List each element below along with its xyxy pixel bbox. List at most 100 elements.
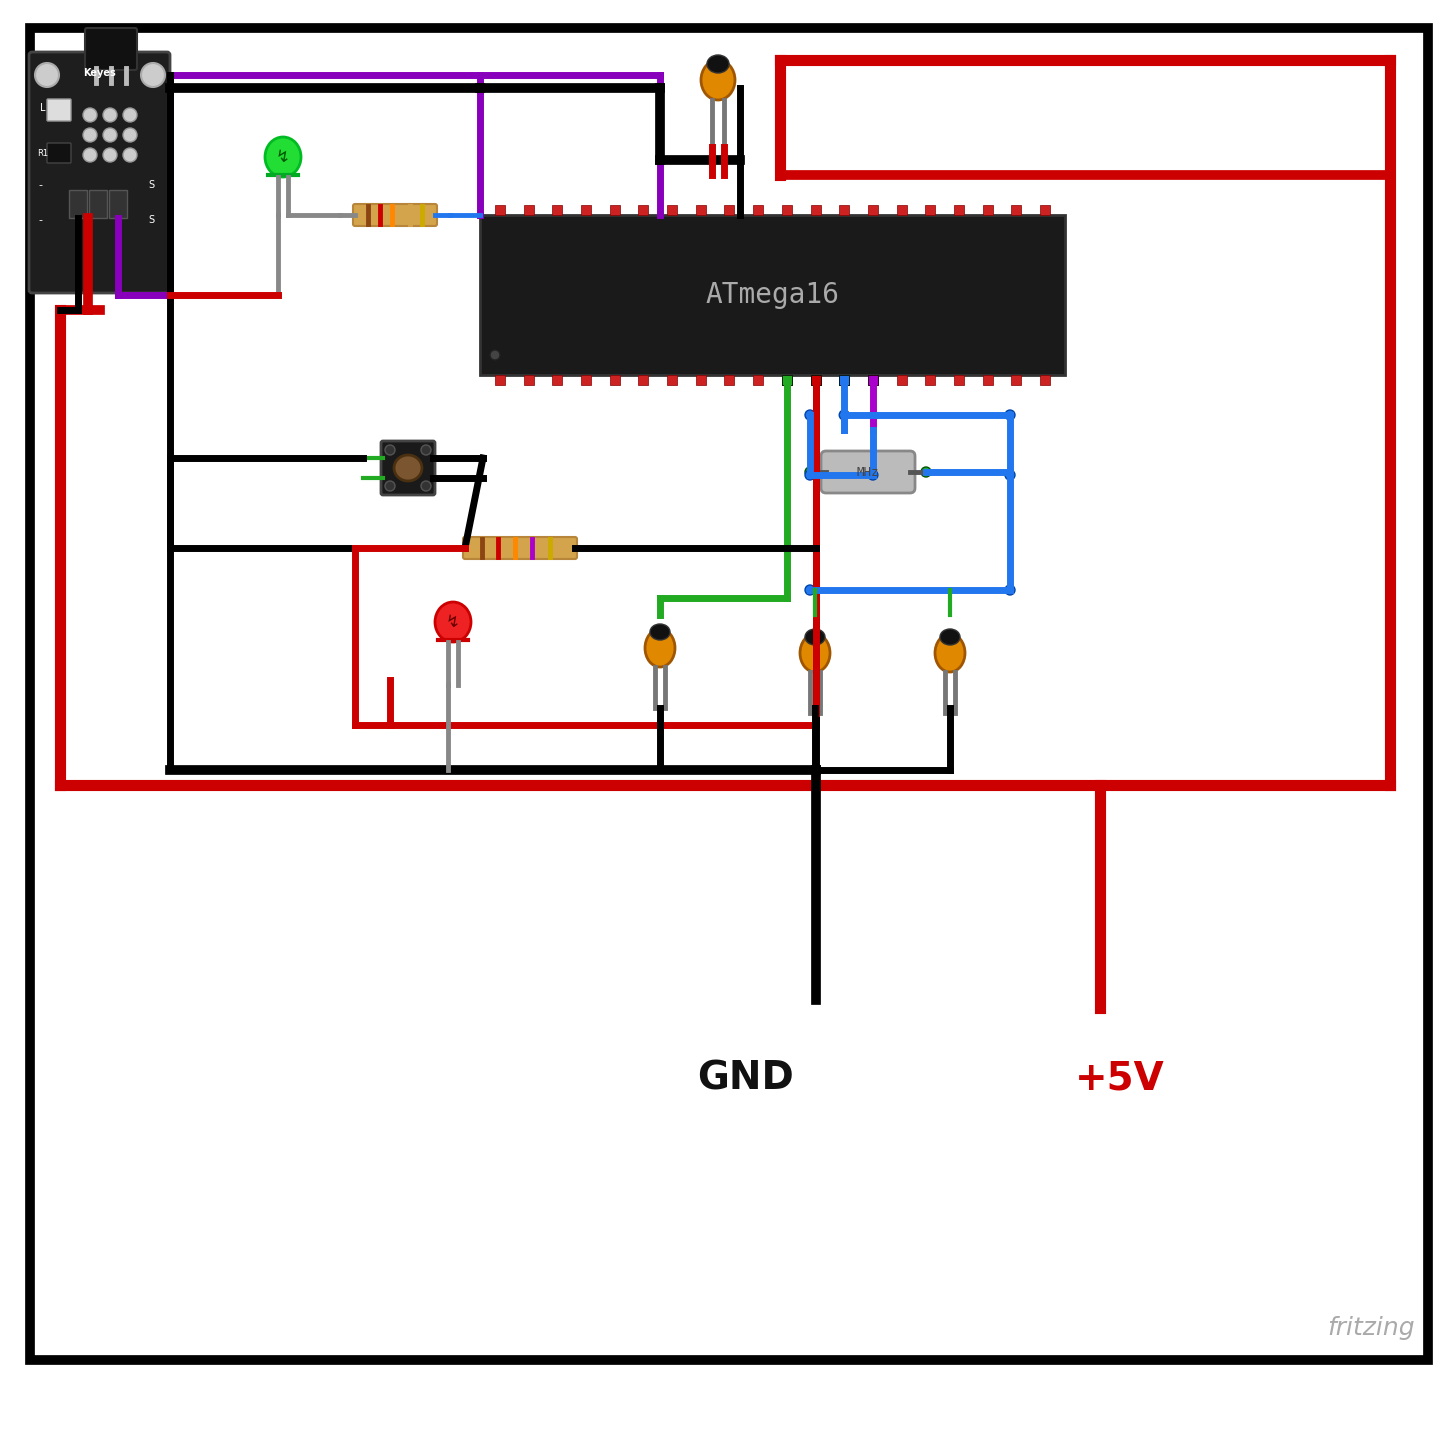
FancyBboxPatch shape: [753, 205, 763, 215]
FancyBboxPatch shape: [696, 205, 706, 215]
Text: S: S: [149, 215, 154, 225]
FancyBboxPatch shape: [925, 375, 935, 385]
FancyBboxPatch shape: [839, 205, 849, 215]
Circle shape: [83, 147, 98, 162]
FancyBboxPatch shape: [610, 205, 620, 215]
FancyBboxPatch shape: [925, 205, 935, 215]
FancyBboxPatch shape: [480, 215, 1064, 375]
FancyBboxPatch shape: [782, 205, 792, 215]
FancyBboxPatch shape: [667, 375, 677, 385]
FancyBboxPatch shape: [897, 375, 907, 385]
FancyBboxPatch shape: [381, 441, 435, 495]
Text: fritzing: fritzing: [1328, 1316, 1415, 1340]
FancyBboxPatch shape: [552, 205, 562, 215]
FancyBboxPatch shape: [811, 375, 821, 385]
Circle shape: [35, 63, 60, 87]
Ellipse shape: [935, 634, 965, 672]
Text: -: -: [38, 180, 42, 190]
Circle shape: [922, 467, 930, 477]
FancyBboxPatch shape: [954, 205, 964, 215]
Circle shape: [421, 481, 431, 491]
FancyBboxPatch shape: [610, 375, 620, 385]
FancyBboxPatch shape: [68, 190, 87, 218]
Ellipse shape: [805, 629, 826, 644]
FancyBboxPatch shape: [47, 143, 71, 163]
FancyBboxPatch shape: [839, 375, 849, 385]
FancyBboxPatch shape: [725, 205, 734, 215]
Text: +5V: +5V: [1075, 1060, 1165, 1098]
FancyBboxPatch shape: [868, 375, 878, 385]
Ellipse shape: [645, 629, 676, 667]
Circle shape: [1005, 410, 1015, 420]
FancyBboxPatch shape: [1012, 205, 1021, 215]
FancyBboxPatch shape: [725, 375, 734, 385]
Circle shape: [421, 445, 431, 455]
Text: S: S: [149, 180, 154, 190]
Ellipse shape: [799, 634, 830, 672]
FancyBboxPatch shape: [524, 375, 534, 385]
Circle shape: [141, 63, 165, 87]
FancyBboxPatch shape: [868, 375, 878, 385]
Text: R1: R1: [36, 149, 48, 158]
Circle shape: [805, 410, 815, 420]
Circle shape: [122, 147, 137, 162]
Text: Keyes: Keyes: [83, 67, 116, 77]
FancyBboxPatch shape: [495, 375, 505, 385]
FancyBboxPatch shape: [352, 203, 437, 226]
Text: ATmega16: ATmega16: [706, 281, 840, 309]
FancyBboxPatch shape: [897, 205, 907, 215]
FancyBboxPatch shape: [782, 375, 792, 385]
Circle shape: [122, 107, 137, 122]
Ellipse shape: [265, 137, 301, 178]
Ellipse shape: [649, 624, 670, 640]
FancyBboxPatch shape: [811, 375, 821, 385]
FancyBboxPatch shape: [89, 190, 106, 218]
FancyBboxPatch shape: [638, 375, 648, 385]
Circle shape: [122, 127, 137, 142]
FancyBboxPatch shape: [463, 537, 577, 558]
Ellipse shape: [435, 601, 470, 642]
FancyBboxPatch shape: [983, 375, 993, 385]
Ellipse shape: [708, 54, 729, 73]
FancyBboxPatch shape: [1040, 375, 1050, 385]
FancyBboxPatch shape: [524, 205, 534, 215]
FancyBboxPatch shape: [581, 205, 591, 215]
Text: ↯: ↯: [446, 613, 460, 632]
Circle shape: [384, 481, 395, 491]
FancyBboxPatch shape: [581, 375, 591, 385]
FancyBboxPatch shape: [782, 375, 792, 385]
FancyBboxPatch shape: [811, 205, 821, 215]
Circle shape: [1005, 586, 1015, 596]
Circle shape: [384, 445, 395, 455]
FancyBboxPatch shape: [84, 29, 137, 70]
FancyBboxPatch shape: [495, 205, 505, 215]
FancyBboxPatch shape: [954, 375, 964, 385]
FancyBboxPatch shape: [1040, 205, 1050, 215]
FancyBboxPatch shape: [839, 375, 849, 385]
Text: ↯: ↯: [277, 147, 290, 166]
FancyBboxPatch shape: [696, 375, 706, 385]
Text: MHz: MHz: [856, 465, 879, 478]
FancyBboxPatch shape: [109, 190, 127, 218]
Ellipse shape: [700, 60, 735, 100]
FancyBboxPatch shape: [983, 205, 993, 215]
Text: L: L: [39, 103, 45, 113]
FancyBboxPatch shape: [667, 205, 677, 215]
Text: -: -: [38, 215, 42, 225]
Circle shape: [103, 107, 116, 122]
Ellipse shape: [395, 455, 422, 481]
FancyBboxPatch shape: [839, 375, 849, 385]
Circle shape: [1005, 470, 1015, 480]
FancyBboxPatch shape: [811, 375, 821, 385]
FancyBboxPatch shape: [782, 375, 792, 385]
Circle shape: [868, 470, 878, 480]
Circle shape: [83, 107, 98, 122]
Circle shape: [805, 467, 815, 477]
Text: GND: GND: [697, 1060, 794, 1098]
FancyBboxPatch shape: [753, 375, 763, 385]
Circle shape: [805, 470, 815, 480]
Circle shape: [805, 586, 815, 596]
FancyBboxPatch shape: [868, 205, 878, 215]
FancyBboxPatch shape: [47, 99, 71, 120]
Circle shape: [839, 410, 849, 420]
